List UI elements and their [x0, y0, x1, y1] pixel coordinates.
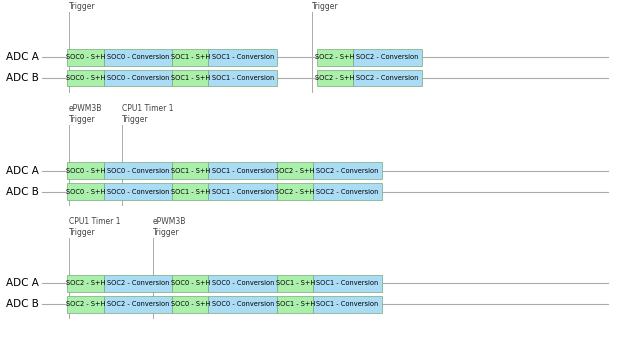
- Text: SOC2 - S+H: SOC2 - S+H: [275, 168, 315, 174]
- Text: ePWM3B
Trigger: ePWM3B Trigger: [69, 104, 102, 124]
- Text: SOC1 - Conversion: SOC1 - Conversion: [212, 75, 274, 81]
- Text: SOC1 - Conversion: SOC1 - Conversion: [212, 54, 274, 60]
- Text: SOC0 - Conversion: SOC0 - Conversion: [107, 54, 169, 60]
- Text: SOC0 - S+H: SOC0 - S+H: [66, 168, 105, 174]
- Text: SOC2 - Conversion: SOC2 - Conversion: [107, 301, 169, 307]
- Text: ADC A: ADC A: [6, 52, 39, 62]
- Bar: [208, 275, 277, 292]
- Bar: [313, 296, 382, 313]
- Bar: [313, 275, 382, 292]
- Text: SOC0 - Conversion: SOC0 - Conversion: [212, 280, 274, 287]
- Text: SOC1 - S+H: SOC1 - S+H: [171, 54, 210, 60]
- Text: SOC2 - S+H: SOC2 - S+H: [66, 280, 105, 287]
- Text: SOC1 - Conversion: SOC1 - Conversion: [212, 168, 274, 174]
- Bar: [313, 162, 382, 179]
- Bar: [277, 162, 313, 179]
- Text: SOC2 - S+H: SOC2 - S+H: [275, 188, 315, 195]
- Bar: [67, 275, 104, 292]
- Text: SOC0 - Conversion: SOC0 - Conversion: [107, 75, 169, 81]
- Bar: [104, 70, 172, 86]
- Bar: [172, 275, 208, 292]
- Bar: [67, 183, 104, 200]
- Bar: [208, 183, 277, 200]
- Text: CPU1 Timer 1
Trigger: CPU1 Timer 1 Trigger: [122, 104, 173, 124]
- Text: SOC2 - S+H: SOC2 - S+H: [315, 54, 355, 60]
- Bar: [353, 70, 422, 86]
- Text: SOC2 - Conversion: SOC2 - Conversion: [356, 75, 419, 81]
- Text: SOC2 - Conversion: SOC2 - Conversion: [316, 188, 379, 195]
- Bar: [172, 70, 208, 86]
- Text: SOC1 - Conversion: SOC1 - Conversion: [316, 280, 379, 287]
- Text: SOC1 - Conversion: SOC1 - Conversion: [212, 188, 274, 195]
- Text: ADC B: ADC B: [6, 187, 39, 196]
- Bar: [317, 49, 353, 66]
- Text: SOC2 - Conversion: SOC2 - Conversion: [316, 168, 379, 174]
- Text: SOC0 - Conversion: SOC0 - Conversion: [212, 301, 274, 307]
- Text: SOC0 - S+H: SOC0 - S+H: [66, 188, 105, 195]
- Bar: [67, 162, 104, 179]
- Text: CPU1 Timer 1
Trigger: CPU1 Timer 1 Trigger: [69, 217, 120, 237]
- Bar: [313, 183, 382, 200]
- Bar: [208, 49, 277, 66]
- Text: SOC2 - Conversion: SOC2 - Conversion: [107, 280, 169, 287]
- Text: SOC0 - Conversion: SOC0 - Conversion: [107, 188, 169, 195]
- Bar: [104, 162, 172, 179]
- Text: SOC1 - S+H: SOC1 - S+H: [171, 75, 210, 81]
- Text: ADC B: ADC B: [6, 73, 39, 83]
- Bar: [104, 49, 172, 66]
- Text: ADC B: ADC B: [6, 299, 39, 309]
- Bar: [67, 296, 104, 313]
- Bar: [67, 70, 104, 86]
- Text: SOC1 - Conversion: SOC1 - Conversion: [316, 301, 379, 307]
- Bar: [172, 296, 208, 313]
- Bar: [277, 275, 313, 292]
- Text: ePWM3B
Trigger: ePWM3B Trigger: [153, 217, 186, 237]
- Text: ADC A: ADC A: [6, 166, 39, 176]
- Text: SOC2 - Conversion: SOC2 - Conversion: [356, 54, 419, 60]
- Bar: [277, 296, 313, 313]
- Bar: [208, 296, 277, 313]
- Bar: [277, 183, 313, 200]
- Text: SOC1 - S+H: SOC1 - S+H: [276, 301, 314, 307]
- Text: SOC1 - S+H: SOC1 - S+H: [171, 188, 210, 195]
- Text: SOC0 - S+H: SOC0 - S+H: [170, 301, 210, 307]
- Bar: [67, 49, 104, 66]
- Bar: [104, 275, 172, 292]
- Text: SOC1 - S+H: SOC1 - S+H: [276, 280, 314, 287]
- Text: SOC1 - S+H: SOC1 - S+H: [171, 168, 210, 174]
- Bar: [172, 49, 208, 66]
- Bar: [317, 70, 353, 86]
- Bar: [208, 162, 277, 179]
- Bar: [353, 49, 422, 66]
- Text: SOC0 - S+H: SOC0 - S+H: [66, 75, 105, 81]
- Text: ADC A: ADC A: [6, 279, 39, 288]
- Text: SOC0 - Conversion: SOC0 - Conversion: [107, 168, 169, 174]
- Bar: [172, 183, 208, 200]
- Text: ePWM3B
Trigger: ePWM3B Trigger: [69, 0, 102, 11]
- Text: CPU1 Timer 1
Trigger: CPU1 Timer 1 Trigger: [312, 0, 364, 11]
- Bar: [208, 70, 277, 86]
- Bar: [104, 296, 172, 313]
- Text: SOC2 - S+H: SOC2 - S+H: [66, 301, 105, 307]
- Text: SOC2 - S+H: SOC2 - S+H: [315, 75, 355, 81]
- Bar: [104, 183, 172, 200]
- Bar: [172, 162, 208, 179]
- Text: SOC0 - S+H: SOC0 - S+H: [170, 280, 210, 287]
- Text: SOC0 - S+H: SOC0 - S+H: [66, 54, 105, 60]
